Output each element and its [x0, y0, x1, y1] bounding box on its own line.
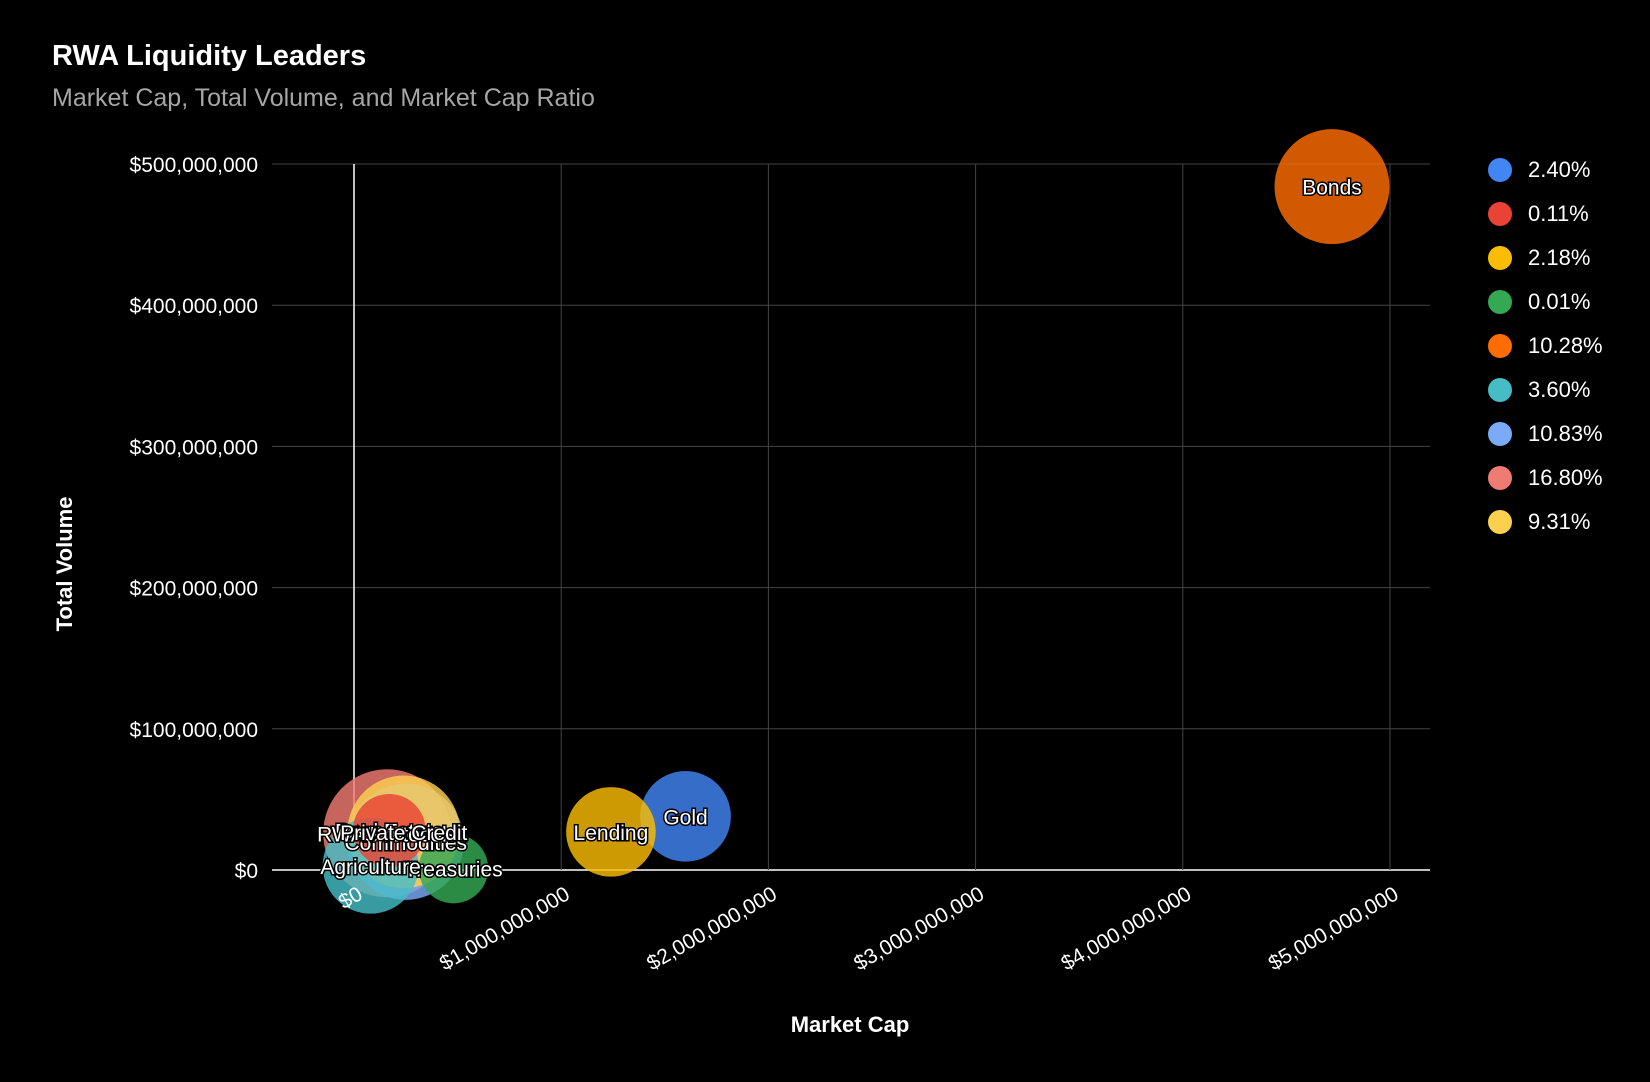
bubble-lending[interactable]: [566, 787, 656, 877]
y-tick-label: $0: [235, 860, 258, 883]
legend-item[interactable]: 10.28%: [1488, 324, 1603, 368]
legend-label: 2.40%: [1528, 157, 1591, 182]
legend-swatch: [1488, 158, 1512, 182]
legend-swatch: [1488, 466, 1512, 490]
legend-swatch: [1488, 422, 1512, 446]
legend-swatch: [1488, 378, 1512, 402]
chart-legend: 2.40% 0.11% 2.18% 0.01% 10.28% 3.60% 10.83% 16.…: [1488, 148, 1603, 544]
legend-label: 0.11%: [1528, 201, 1589, 226]
grid-lines: [272, 163, 1430, 871]
legend-label: 3.60%: [1528, 377, 1591, 402]
legend-item[interactable]: 3.60%: [1488, 368, 1603, 412]
y-tick-label: $200,000,000: [130, 578, 258, 601]
legend-item[interactable]: 16.80%: [1488, 456, 1603, 500]
bubble-label: Gold: [663, 806, 707, 829]
bubble-label: Treasuries: [404, 859, 502, 882]
legend-label: 10.28%: [1528, 333, 1603, 358]
bubble-series: [322, 129, 1390, 914]
legend-label: 2.18%: [1528, 245, 1591, 270]
chart-subtitle: Market Cap, Total Volume, and Market Cap…: [52, 84, 595, 112]
legend-swatch: [1488, 202, 1512, 226]
y-tick-label: $500,000,000: [130, 154, 258, 177]
legend-swatch: [1488, 246, 1512, 270]
x-axis-title: Market Cap: [791, 1012, 910, 1037]
axes: $0 $100,000,000 $200,000,000 $300,000,000 $4…: [130, 154, 1403, 975]
legend-label: 16.80%: [1528, 465, 1603, 490]
bubble-bonds[interactable]: [1274, 129, 1390, 245]
x-tick-label: $5,000,000,000: [1265, 882, 1403, 975]
legend-label: 0.01%: [1528, 289, 1591, 314]
bubble-treasuries[interactable]: [418, 833, 489, 904]
x-tick-label: $3,000,000,000: [850, 882, 988, 975]
legend-item[interactable]: 0.01%: [1488, 280, 1603, 324]
y-tick-label: $100,000,000: [130, 719, 258, 742]
legend-label: 9.31%: [1528, 509, 1591, 534]
bubble-labels: Gold Real Estate Lending Treasuries Bonds Agr…: [316, 175, 1364, 883]
y-tick-label: $300,000,000: [130, 436, 258, 459]
legend-swatch: [1488, 290, 1512, 314]
bubble-label: Commodities: [345, 832, 468, 855]
bubble-label: Bonds: [1302, 177, 1362, 200]
x-tick-label: $4,000,000,000: [1057, 882, 1195, 975]
bubble-label: Private Credit: [340, 822, 467, 845]
legend-item[interactable]: 0.11%: [1488, 192, 1603, 236]
bubble-label: Lending: [574, 822, 649, 845]
legend-item[interactable]: 2.18%: [1488, 236, 1603, 280]
legend-swatch: [1488, 510, 1512, 534]
bubble-label: RWA Protocols: [317, 823, 457, 846]
chart-title: RWA Liquidity Leaders: [52, 40, 367, 72]
bubble-label: Agriculture: [320, 856, 420, 879]
legend-item[interactable]: 2.40%: [1488, 148, 1603, 192]
legend-swatch: [1488, 334, 1512, 358]
legend-label: 10.83%: [1528, 421, 1603, 446]
bubble-gold[interactable]: [640, 771, 731, 862]
bubble-real-estate[interactable]: [352, 794, 426, 867]
legend-item[interactable]: 10.83%: [1488, 412, 1603, 456]
bubble-label: Real Estate: [335, 820, 444, 843]
y-tick-label: $400,000,000: [130, 295, 258, 318]
legend-item[interactable]: 9.31%: [1488, 500, 1603, 544]
y-axis-title: Total Volume: [52, 497, 77, 632]
x-tick-label: $2,000,000,000: [643, 882, 781, 975]
